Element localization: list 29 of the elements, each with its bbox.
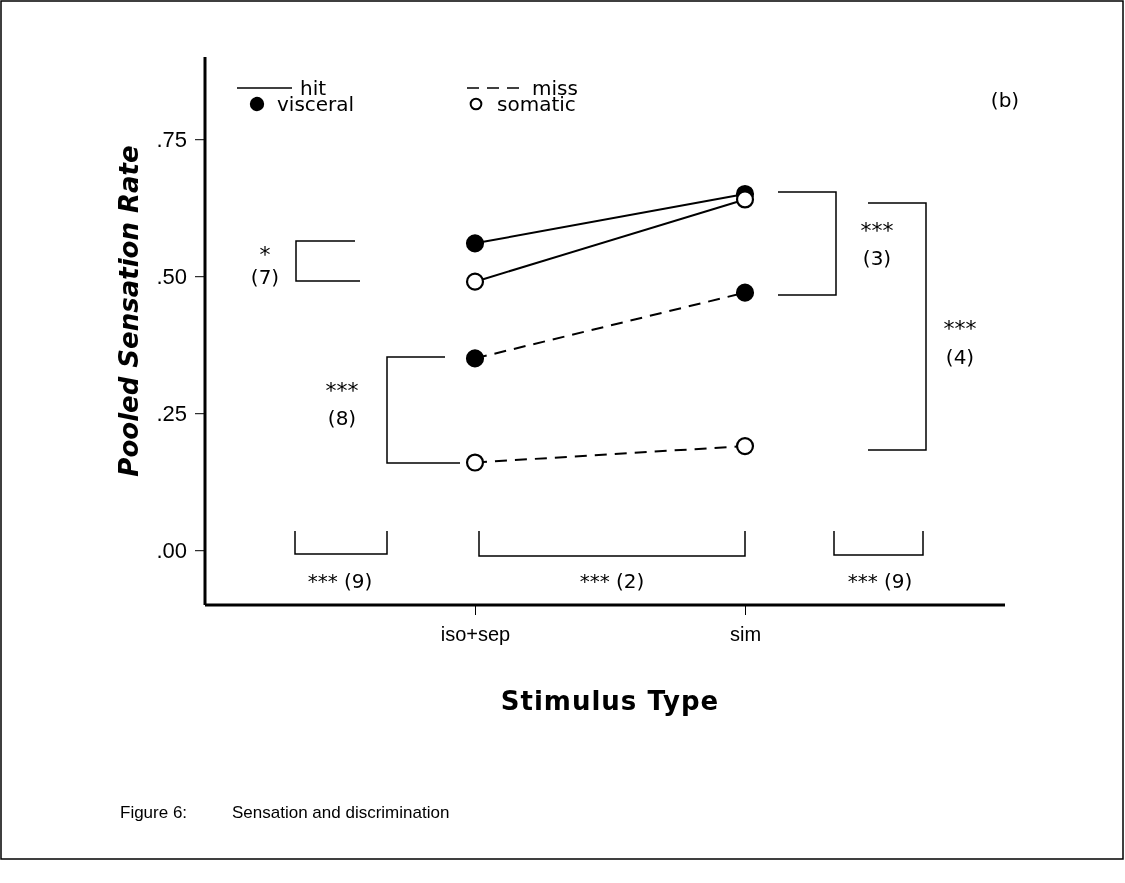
point (465, 349, 485, 368)
y-axis-title: Pooled Sensation Rate (114, 145, 144, 477)
annotation: *** (943, 316, 977, 341)
x-tick-label: sim (729, 623, 762, 646)
annotation: (4) (945, 345, 975, 369)
point (465, 272, 485, 291)
annotation: *** (325, 378, 359, 403)
point (465, 453, 485, 472)
y-tick-label: .25 (156, 400, 187, 426)
y-tick-label: .00 (156, 537, 187, 563)
annotation: (b) (990, 88, 1020, 112)
annotation: (7) (250, 265, 280, 289)
x-tick-label: iso+sep (440, 623, 511, 646)
text: Sensation and discrimination (232, 803, 450, 822)
annotation: (8) (327, 406, 357, 430)
y-tick-label: .50 (156, 263, 187, 289)
y-tick-label: .75 (156, 126, 187, 152)
annotation: * (259, 242, 271, 267)
point (735, 437, 755, 456)
annotation: (3) (862, 246, 892, 270)
annotation: *** (860, 218, 894, 243)
annotation: *** (9) (847, 569, 913, 593)
caption: Figure 6: (120, 803, 188, 822)
point (735, 190, 755, 209)
point (735, 283, 755, 302)
point (465, 234, 485, 253)
x-axis-title: Stimulus Type (500, 686, 720, 716)
annotation: *** (2) (579, 569, 645, 593)
annotation: *** (9) (307, 569, 373, 593)
